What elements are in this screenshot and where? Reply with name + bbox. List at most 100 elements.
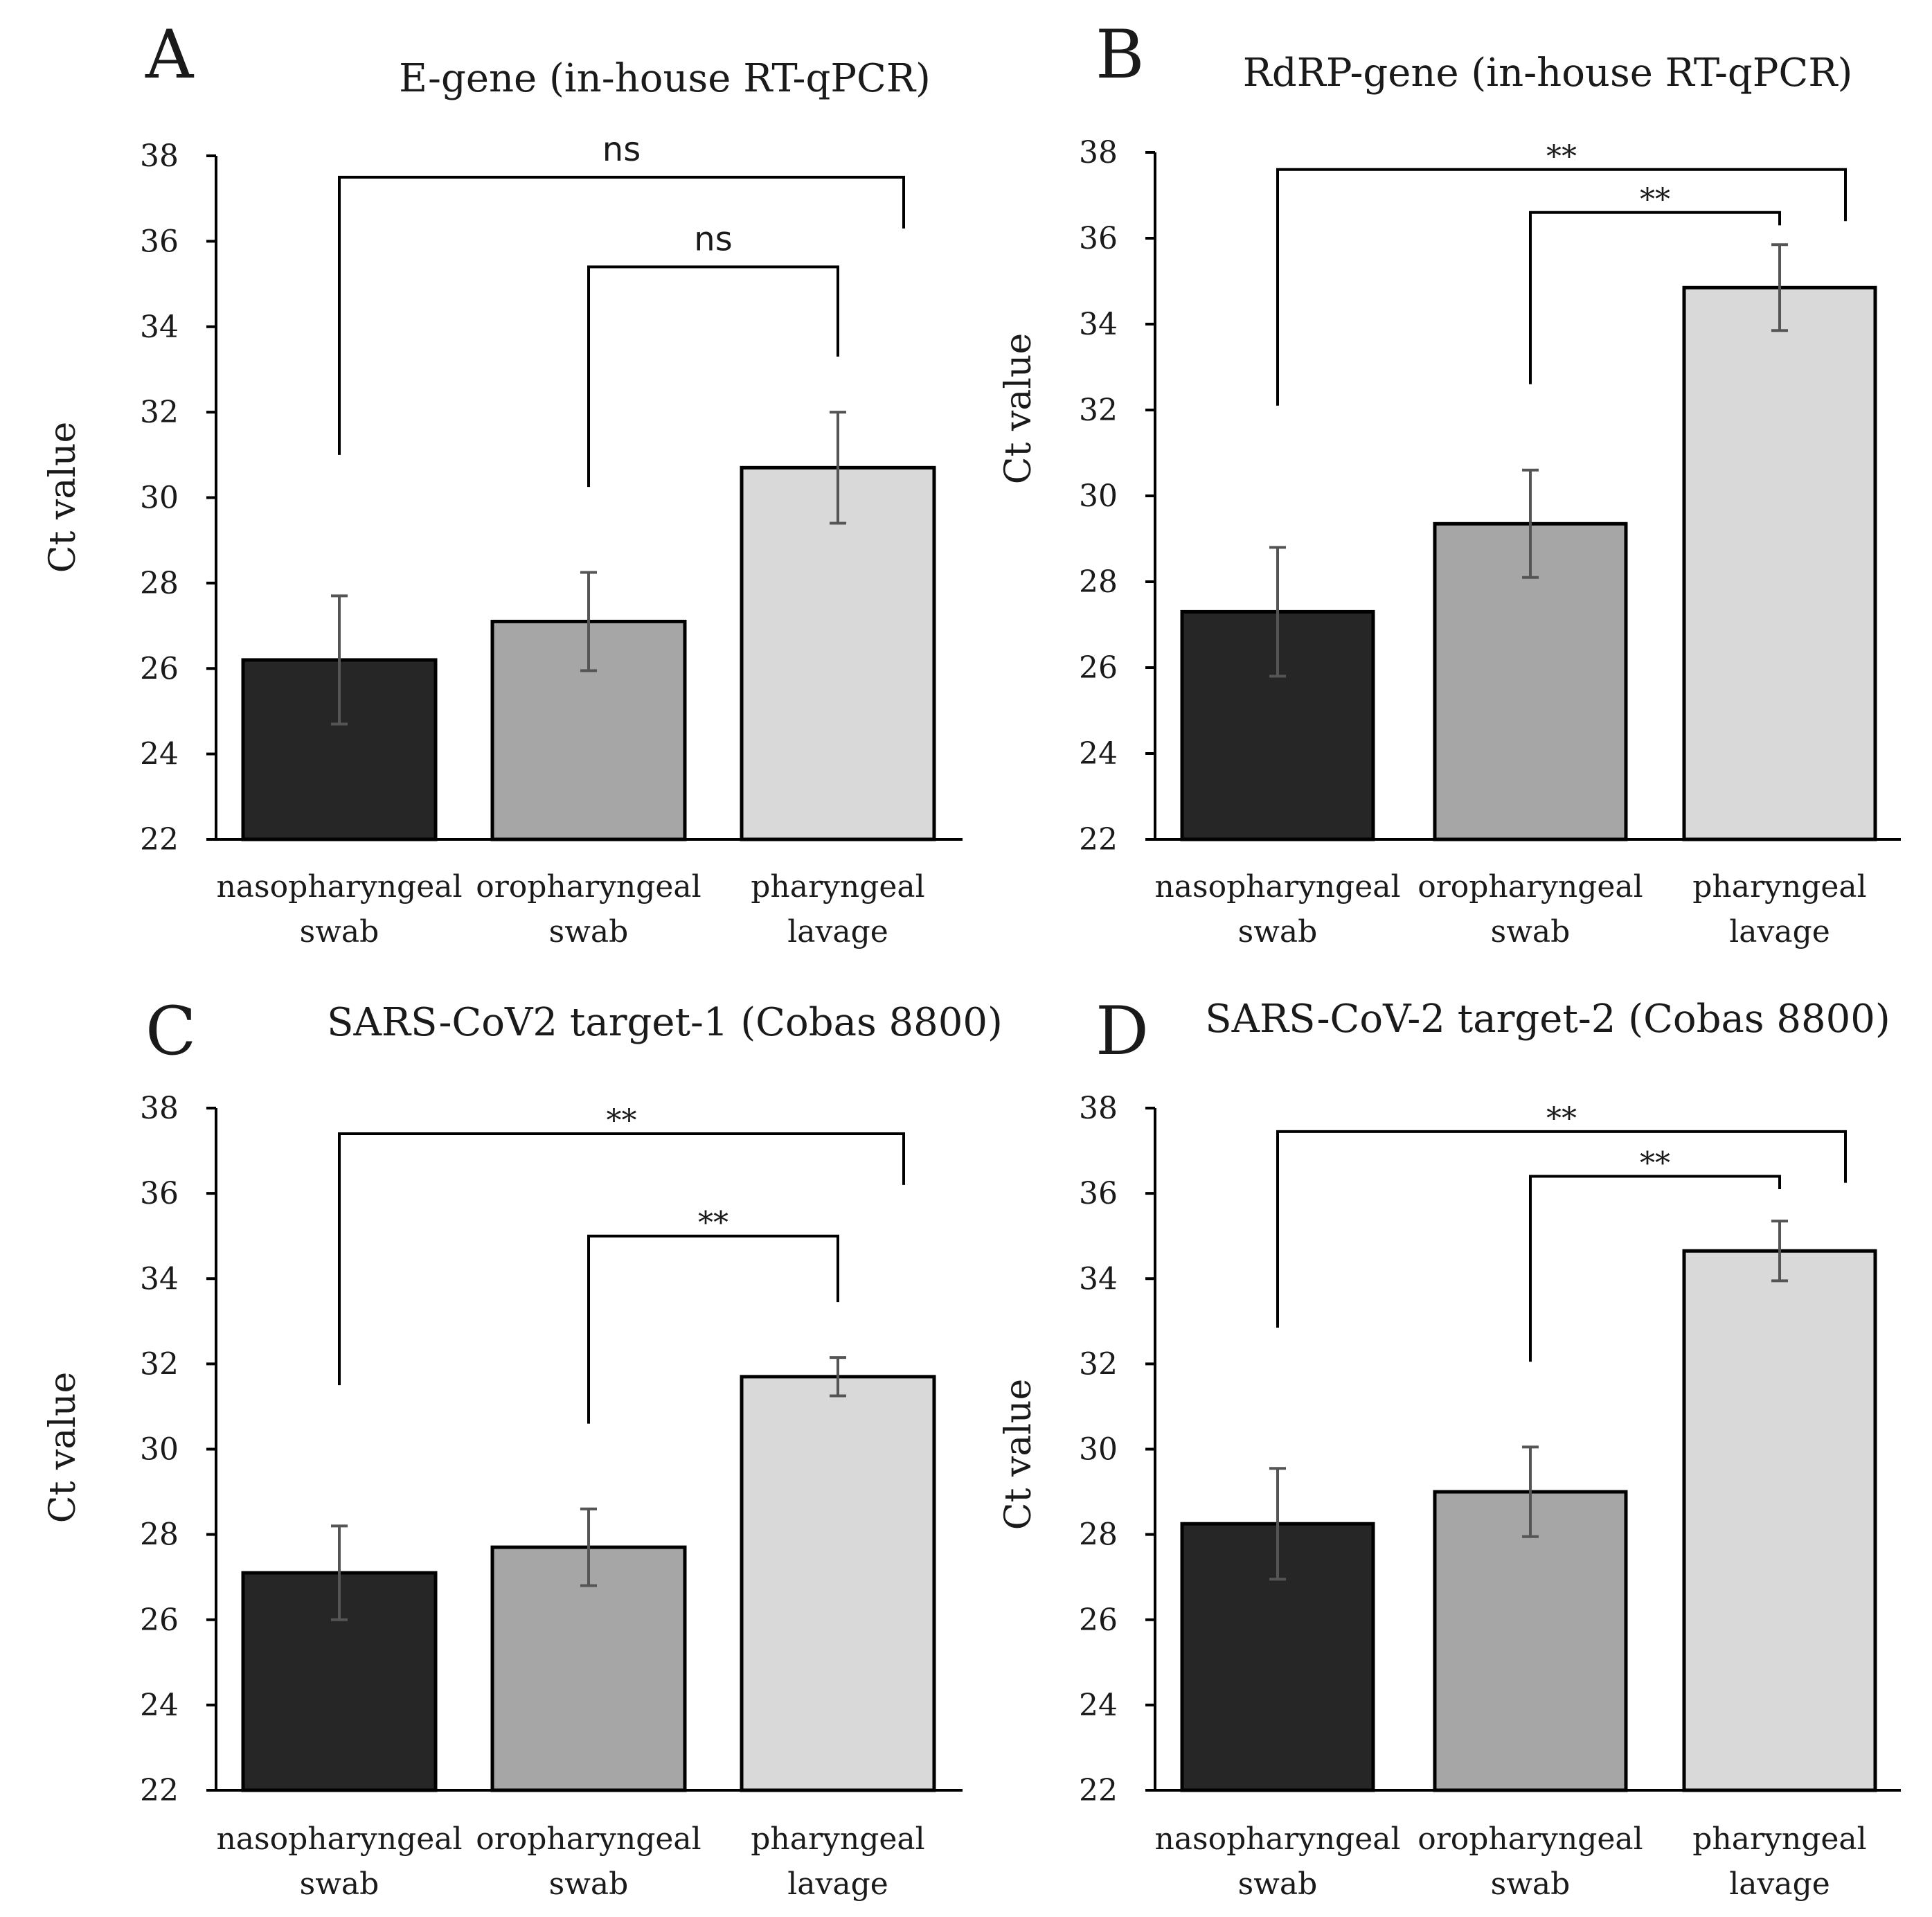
panel-d-error-bar-2: [1522, 1445, 1539, 1538]
panel-d-letter: D: [1095, 992, 1149, 1070]
panel-c-y-tick-label: 24: [140, 1688, 179, 1723]
panel-b-y-tick-label: 26: [1079, 650, 1118, 686]
panel-c-category-label: lavage: [787, 1866, 888, 1902]
panel-c-significance-bracket-2: [587, 1234, 839, 1424]
panel-d-significance-label-2: **: [1640, 1146, 1670, 1182]
panel-c-error-bar-1: [331, 1524, 348, 1621]
panel-a-significance-label-1: ns: [602, 130, 641, 169]
panel-d-title: SARS-CoV-2 target-2 (Cobas 8800): [1205, 997, 1890, 1042]
panel-c-y-tick-label: 22: [140, 1773, 179, 1808]
panel-b-y-tick-label: 24: [1079, 736, 1118, 772]
panel-c-category-label: pharyngeal: [751, 1821, 924, 1857]
panel-b-category-label: nasopharyngeal: [1154, 869, 1400, 904]
panel-a-y-tick-label: 30: [140, 481, 179, 516]
panel-a-significance-bracket-1: [338, 175, 905, 455]
panel-c-significance-label-2: **: [698, 1206, 728, 1241]
panel-c-error-bar-3: [830, 1356, 846, 1398]
panel-b-y-tick-label: 36: [1079, 221, 1118, 256]
panel-c-category-label: oropharyngeal: [476, 1821, 701, 1857]
panel-c-significance-label-1: **: [607, 1103, 637, 1139]
panel-a-letter: A: [145, 16, 195, 93]
panel-b-category-label: swab: [1491, 914, 1571, 949]
panel-b-significance-bracket-1: [1276, 168, 1847, 406]
panel-a-y-tick-label: 26: [140, 651, 179, 686]
panel-c-bar-3: [740, 1375, 936, 1792]
panel-c-y-tick-label: 38: [140, 1091, 179, 1126]
panel-b-y-tick-label: 38: [1079, 135, 1118, 170]
panel-a-category-label: swab: [549, 914, 629, 949]
panel-d-y-tick-label: 28: [1079, 1517, 1118, 1553]
panel-d-y-tick-label: 22: [1079, 1773, 1118, 1808]
panel-c-title: SARS-CoV2 target-1 (Cobas 8800): [327, 1000, 1003, 1045]
panel-d-category-label: swab: [1238, 1866, 1318, 1902]
panel-a-error-bar-1: [331, 594, 348, 726]
panel-a-error-bar-3: [830, 411, 846, 525]
panel-d-category-label: lavage: [1729, 1866, 1830, 1902]
panel-b-error-bar-2: [1522, 468, 1539, 579]
panel-d-category-label: pharyngeal: [1692, 1821, 1866, 1857]
panel-a-y-axis-title: Ct value: [42, 422, 84, 573]
panel-c-bar-2: [490, 1545, 687, 1792]
panel-a-category-label: nasopharyngeal: [216, 869, 462, 904]
panel-c: C SARS-CoV2 target-1 (Cobas 8800) Ct value…: [42, 992, 1003, 1902]
panel-c-y-tick-label: 34: [140, 1261, 179, 1296]
panel-d-category-label: nasopharyngeal: [1154, 1821, 1400, 1857]
panel-d-error-bar-1: [1269, 1467, 1286, 1581]
panel-a-category-label: pharyngeal: [751, 869, 924, 904]
panel-d-significance-label-1: **: [1546, 1101, 1577, 1136]
panel-a-y-tick-label: 36: [140, 224, 179, 259]
panel-c-y-tick-label: 32: [140, 1346, 179, 1382]
panel-c-y-axis-title: Ct value: [42, 1372, 84, 1524]
panel-c-y-tick-label: 36: [140, 1176, 179, 1211]
panel-b-y-tick-label: 32: [1079, 393, 1118, 428]
panel-a-category-label: swab: [300, 914, 379, 949]
panel-b-bar-2: [1433, 521, 1628, 841]
panel-a-y-tick-label: 34: [140, 310, 179, 345]
panel-a-y-tick-label: 22: [140, 822, 179, 857]
panel-a-significance-bracket-2: [587, 265, 839, 488]
panel-b-y-tick-label: 28: [1079, 564, 1118, 600]
panel-d-y-tick-label: 32: [1079, 1346, 1118, 1382]
panel-d-y-tick-label: 24: [1079, 1688, 1118, 1723]
panel-b-error-bar-1: [1269, 546, 1286, 678]
panel-d-y-axis-title: Ct value: [998, 1379, 1039, 1531]
panel-a-y-tick-label: 28: [140, 566, 179, 601]
panel-c-category-label: swab: [300, 1866, 379, 1902]
panel-a-significance-label-2: ns: [694, 220, 732, 258]
panel-b-title: RdRP-gene (in-house RT-qPCR): [1243, 51, 1853, 96]
panel-d-y-tick-label: 34: [1079, 1261, 1118, 1296]
panel-c-category-label: swab: [549, 1866, 629, 1902]
panel-d-significance-bracket-2: [1529, 1175, 1781, 1362]
panel-a-y-tick-label: 32: [140, 395, 179, 430]
panel-b-bar-3: [1682, 285, 1877, 841]
panel-c-letter: C: [145, 992, 196, 1070]
panel-b-y-axis-title: Ct value: [998, 333, 1039, 485]
panel-c-y-tick-label: 26: [140, 1603, 179, 1638]
panel-b-y-tick-label: 34: [1079, 307, 1118, 342]
panel-b-letter: B: [1095, 16, 1145, 93]
panel-d-y-tick-label: 26: [1079, 1603, 1118, 1638]
panel-a-y-tick-label: 24: [140, 737, 179, 772]
panel-c-y-tick-label: 30: [140, 1432, 179, 1468]
panel-c-significance-bracket-1: [338, 1132, 905, 1386]
panel-d-error-bar-3: [1771, 1220, 1788, 1283]
panel-d-y-tick-label: 38: [1079, 1091, 1118, 1126]
panel-a-category-label: oropharyngeal: [476, 869, 701, 904]
panel-b-error-bar-3: [1771, 243, 1788, 332]
panel-c-category-label: nasopharyngeal: [216, 1821, 462, 1857]
panel-b-bar-1: [1180, 609, 1375, 841]
panel-d: D SARS-CoV-2 target-2 (Cobas 8800) Ct valu…: [998, 992, 1901, 1902]
panel-b-significance-bracket-2: [1529, 211, 1781, 384]
panel-a-y-tick-label: 38: [140, 139, 179, 174]
panel-b-category-label: pharyngeal: [1692, 869, 1866, 904]
panel-d-bar-2: [1433, 1490, 1628, 1792]
panel-a-error-bar-2: [580, 571, 597, 672]
panel-c-error-bar-2: [580, 1507, 597, 1587]
panel-b: B RdRP-gene (in-house RT-qPCR) Ct value 22 2…: [998, 16, 1901, 949]
panel-d-category-label: swab: [1491, 1866, 1571, 1902]
panel-a-title: E-gene (in-house RT-qPCR): [399, 56, 931, 101]
panel-c-y-tick-label: 28: [140, 1517, 179, 1553]
panel-b-y-tick-label: 22: [1079, 822, 1118, 857]
panel-b-y-tick-label: 30: [1079, 479, 1118, 514]
